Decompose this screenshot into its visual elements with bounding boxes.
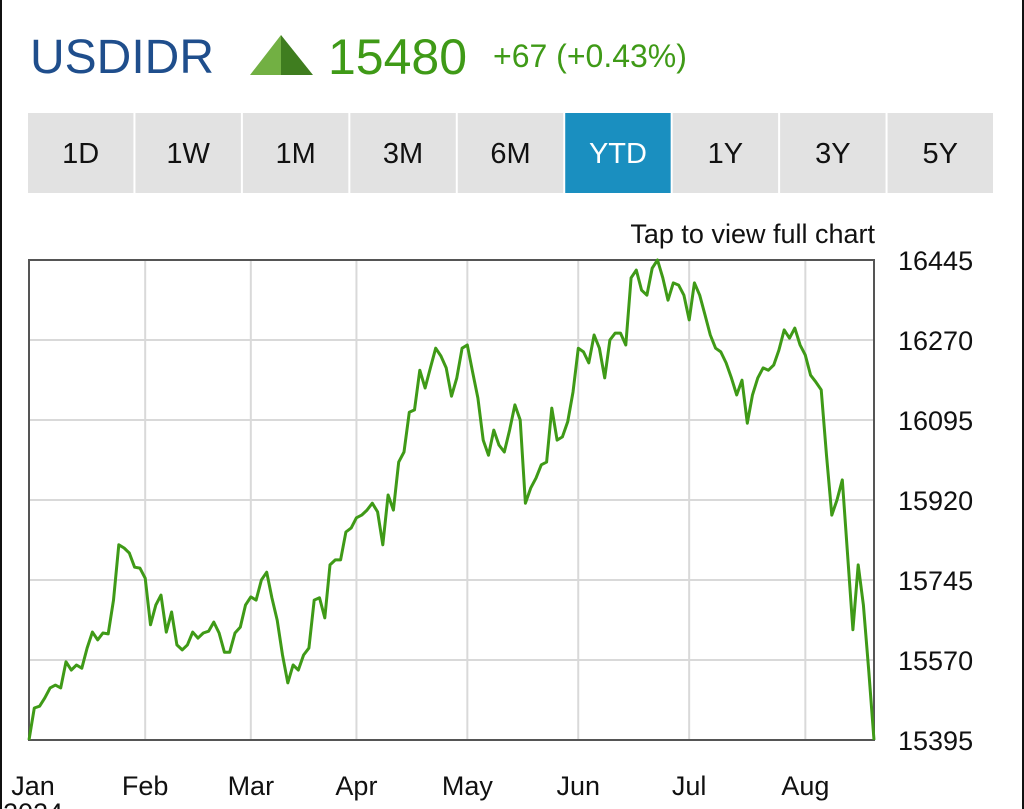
plot: 15395 15570 15745 15920 16095 16270 16445 Jan Fe… [3,246,973,809]
chart-link[interactable]: Tap to view full chart [630,219,875,249]
y-tick-label: 16095 [898,406,973,436]
tab-background [135,113,241,193]
symbol: USDIDR [30,31,214,84]
range-tab[interactable]: 6M [457,113,564,193]
y-tick-label: 15395 [898,726,973,756]
x-tick-label: Jan [11,771,55,801]
tab-label: 3Y [815,138,850,170]
price-line [27,258,876,741]
tab-label: 1M [275,138,315,170]
plot-border [28,259,875,741]
tab-label: YTD [589,138,647,170]
tab-background [672,113,779,193]
x-tick-label: Feb [122,771,169,801]
range-tab[interactable]: 5Y [887,113,993,193]
tab-label: 3M [383,138,423,170]
x-tick-label: Jul [672,771,707,801]
x-tick-label: Mar [228,771,275,801]
x-tick-label: May [442,771,494,801]
tab-label: 5Y [923,138,958,170]
range-tab[interactable]: 1Y [672,113,779,193]
tab-label: 1Y [708,138,743,170]
tab-background [242,113,349,193]
range-tab[interactable]: 1M [242,113,349,193]
y-tick-label: 16270 [898,326,973,356]
y-tick-label: 15745 [898,566,973,596]
range-tab[interactable]: 1D [28,113,134,193]
tab-background [350,113,456,193]
range-tab[interactable]: YTD [565,113,671,193]
range-tab[interactable]: 1W [135,113,241,193]
tab-label: 6M [490,138,530,170]
change: +67 (+0.43%) [493,38,687,74]
tab-label: 1W [166,138,210,170]
up-arrow [250,35,313,75]
range-tab[interactable]: 3Y [780,113,886,193]
tab-background [457,113,564,193]
y-tick-label: 16445 [898,246,973,276]
tab-label: 1D [62,138,99,170]
price: 15480 [328,29,467,85]
tab-background [887,113,993,193]
y-tick-label: 15570 [898,646,973,676]
x-tick-label: Jun [556,771,600,801]
x-tick-label: Aug [781,771,829,801]
range-tab[interactable]: 3M [350,113,456,193]
x-year-label: 2024 [3,798,63,809]
y-tick-label: 15920 [898,486,973,516]
tab-background [780,113,886,193]
tab-background [28,113,134,193]
range-tabs: 1D 1W 1M 3M 6M YTD 1Y 3Y 5Y [28,113,993,193]
x-tick-label: Apr [335,771,377,801]
tab-background [565,113,671,193]
